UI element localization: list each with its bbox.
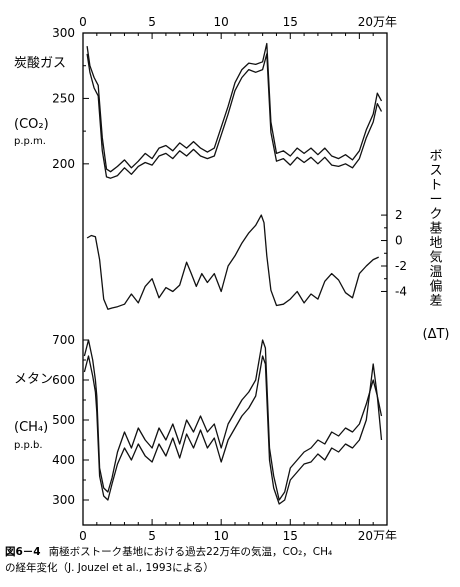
y-tick-label-co2: 300	[52, 26, 75, 40]
y-tick-label-temp: 2	[395, 208, 403, 222]
series-line-ch4-0	[83, 339, 383, 501]
plot-frame	[82, 32, 388, 526]
co2-label-line-1: (CO₂)	[14, 117, 49, 132]
tick-group	[82, 32, 388, 525]
y-tick-label-ch4: 500	[52, 413, 75, 427]
temp-label-char: ト	[429, 178, 442, 193]
y-tick-label-temp: -2	[395, 259, 407, 273]
x-tick-label-bottom: 0	[79, 529, 87, 540]
ch4-label-line-1: (CH₄)	[14, 420, 48, 435]
y-tick-label-ch4: 600	[52, 373, 75, 387]
x-tick-label-bottom: 15	[283, 529, 298, 540]
y-tick-label-temp: -4	[395, 284, 407, 298]
y-tick-label-co2: 200	[52, 157, 75, 171]
temp-label-char: 温	[429, 265, 442, 280]
series-line-ch4-1	[83, 355, 383, 505]
x-tick-label-bottom: 20万年	[358, 529, 397, 540]
temp-label-char: ク	[429, 207, 442, 222]
x-tick-label-top: 0	[79, 15, 87, 29]
series-group	[83, 42, 383, 505]
caption-text-1: 南極ボストーク基地における過去22万年の気温，CO₂，CH₄	[48, 546, 333, 558]
chart-svg: 0 5 10 15 20万年 0 5 10 15 20万年 200 250 300 炭酸ガス (CO₂) p.…	[14, 15, 449, 540]
y-tick-label-temp: 0	[395, 234, 403, 248]
temp-label-char: ー	[429, 193, 442, 208]
caption-number: 図6－4	[5, 546, 41, 558]
caption-line-2: の経年変化（J. Jouzel et al., 1993による）	[5, 562, 214, 574]
temp-label-char: 偏	[429, 280, 442, 295]
x-tick-label-top: 20万年	[358, 15, 397, 29]
ch4-label-line-2: p.p.b.	[14, 440, 43, 451]
temp-label-char: 基	[429, 222, 442, 237]
x-tick-label-bottom: 5	[148, 529, 156, 540]
temp-label-char: 地	[429, 236, 442, 251]
chart-frame	[82, 32, 388, 526]
x-tick-label-top: 10	[214, 15, 229, 29]
y-tick-label-ch4: 400	[52, 453, 75, 467]
y-tick-label-co2: 250	[52, 91, 75, 105]
ch4-label-line-0: メタン	[14, 372, 53, 387]
temp-label-char: 差	[429, 294, 442, 309]
temp-label-char: ス	[429, 164, 442, 179]
caption-line-1: 図6－4 南極ボストーク基地における過去22万年の気温，CO₂，CH₄	[5, 544, 457, 560]
figure-caption: 図6－4 南極ボストーク基地における過去22万年の気温，CO₂，CH₄ の経年変化…	[5, 544, 457, 576]
y-tick-label-ch4: 700	[52, 333, 75, 347]
temp-label-char: 気	[429, 250, 442, 266]
y-tick-label-ch4: 300	[52, 493, 75, 507]
co2-label-line-2: p.p.m.	[14, 136, 46, 147]
label-group: 0 5 10 15 20万年 0 5 10 15 20万年 200 250 300 炭酸ガス (CO₂) p.…	[14, 15, 449, 540]
temp-label-char: ボ	[429, 149, 442, 164]
x-tick-label-bottom: 10	[214, 529, 229, 540]
series-line-co2-1	[86, 53, 383, 179]
co2-label-line-0: 炭酸ガス	[14, 56, 66, 71]
series-line-temp-0	[86, 214, 379, 310]
temp-label-unit: (ΔT)	[423, 327, 450, 342]
x-tick-label-top: 15	[283, 15, 298, 29]
series-line-co2-0	[86, 42, 383, 173]
x-tick-label-top: 5	[148, 15, 156, 29]
